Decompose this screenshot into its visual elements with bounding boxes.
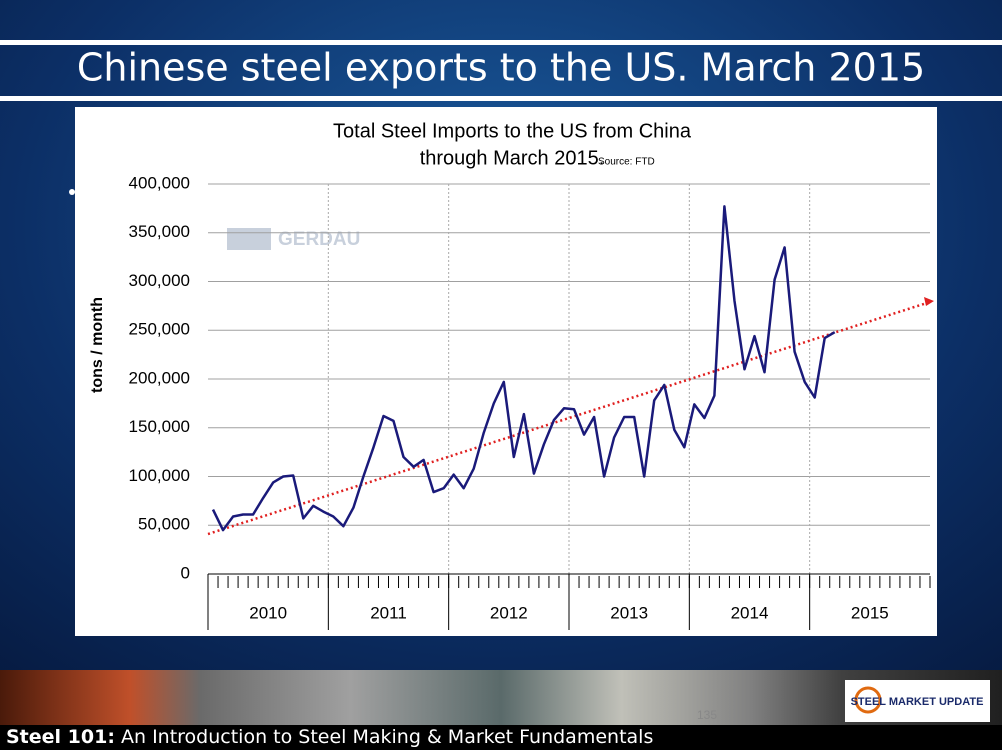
logo-swoosh — [854, 686, 882, 714]
chart-title: Total Steel Imports to the US from China — [333, 120, 692, 142]
bullet — [69, 189, 75, 195]
title-rule — [0, 96, 1002, 101]
logo-text: STEEL MARKET UPDATE — [851, 696, 984, 708]
y-tick-label: 300,000 — [129, 271, 190, 290]
chart-title: through March 2015. — [420, 147, 605, 169]
trend-line — [207, 300, 931, 536]
y-tick-label: 50,000 — [138, 515, 190, 534]
y-tick-label: 200,000 — [129, 368, 190, 387]
x-tick-label: 2014 — [731, 603, 769, 622]
y-tick-label: 150,000 — [129, 417, 190, 436]
title-rule — [0, 40, 1002, 45]
chart-panel — [75, 107, 937, 636]
footer-bar — [0, 725, 1002, 750]
footer-bold: Steel 101: — [6, 726, 115, 748]
y-tick-label: 350,000 — [129, 222, 190, 241]
page-number: 135 — [697, 708, 717, 722]
x-tick-label: 2013 — [610, 603, 648, 622]
y-tick-label: 100,000 — [129, 466, 190, 485]
footer-subtitle: An Introduction to Steel Making & Market… — [121, 726, 653, 748]
y-axis-label: tons / month — [89, 297, 106, 393]
chart: Total Steel Imports to the US from China… — [89, 120, 934, 630]
x-tick-label: 2010 — [249, 603, 287, 622]
y-tick-label: 400,000 — [129, 173, 190, 192]
x-tick-label: 2011 — [370, 603, 407, 622]
image-strip — [0, 670, 1002, 725]
trend-arrow — [924, 296, 934, 306]
slide-title: Chinese steel exports to the US. March 2… — [77, 46, 925, 90]
x-tick-label: 2015 — [851, 603, 889, 622]
y-tick-label: 250,000 — [129, 320, 190, 339]
series-line — [211, 205, 836, 532]
chart-source: Source: FTD — [598, 157, 655, 168]
watermark: GERDAU — [278, 229, 360, 250]
footer-text: Steel 101: An Introduction to Steel Maki… — [6, 726, 653, 748]
x-tick-label: 2012 — [490, 603, 528, 622]
y-tick-label: 0 — [181, 563, 190, 582]
watermark-logo — [227, 228, 271, 250]
